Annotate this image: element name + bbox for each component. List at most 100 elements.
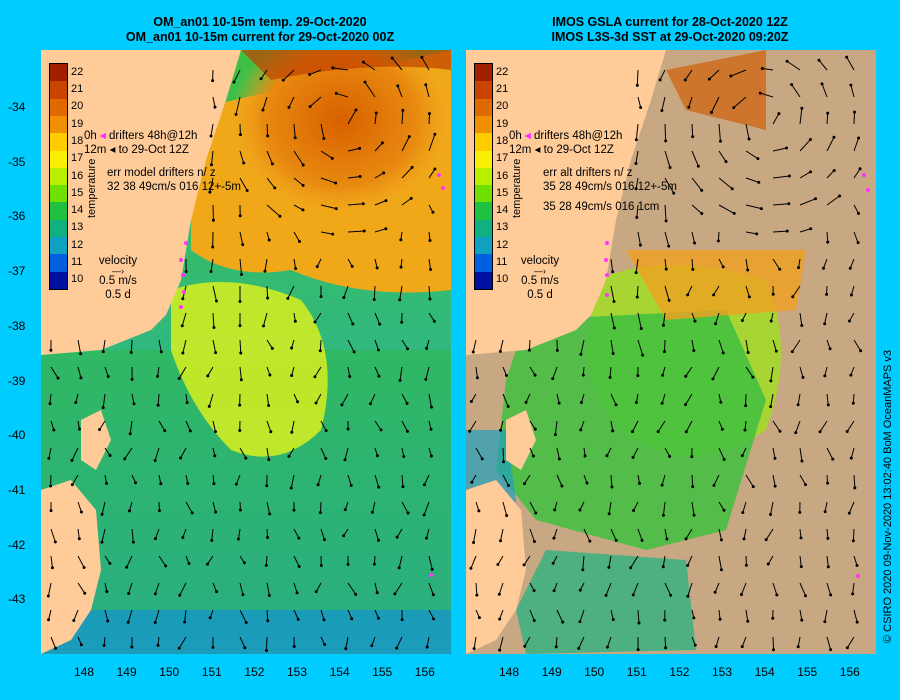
current-arrow	[553, 528, 558, 539]
arrow-head	[658, 78, 662, 82]
arrow-head	[684, 374, 688, 378]
arrow-head	[185, 401, 189, 405]
current-arrow	[266, 150, 273, 165]
arrow-head	[686, 564, 690, 568]
arrow-head	[724, 160, 728, 164]
current-arrow	[398, 555, 403, 569]
arrow-head	[700, 188, 704, 192]
current-arrow	[718, 501, 725, 511]
current-arrow	[473, 528, 477, 543]
land-island-1	[81, 410, 111, 470]
current-arrow	[374, 420, 382, 431]
current-arrow	[659, 69, 666, 81]
arrow-head	[629, 566, 633, 570]
latitude-tick-label: -40	[8, 428, 26, 443]
arrow-head	[611, 617, 615, 621]
current-arrow	[767, 555, 774, 565]
arrow-head	[106, 619, 110, 623]
arrow-head	[384, 227, 388, 231]
current-arrow	[371, 501, 376, 513]
colorbar-tick-label: 14	[496, 204, 509, 217]
arrow-head	[209, 270, 213, 274]
colorbar-swatch	[50, 81, 67, 100]
current-arrow	[691, 177, 703, 191]
current-arrow	[374, 258, 378, 268]
arrow-head	[713, 590, 717, 594]
arrow-head	[638, 481, 642, 485]
arrow-head	[183, 620, 187, 624]
arrow-head	[296, 400, 300, 404]
arrow-head	[243, 646, 247, 650]
arrow-head	[184, 269, 188, 273]
current-arrow	[47, 582, 52, 597]
arrow-head	[522, 563, 526, 567]
current-arrow	[744, 420, 747, 431]
arrow-head	[270, 346, 274, 350]
arrow-head	[832, 135, 836, 139]
current-arrow	[715, 312, 720, 324]
arrow-head	[751, 485, 755, 489]
arrow-head	[855, 564, 859, 568]
arrow-head	[751, 375, 755, 379]
arrow-head	[213, 105, 217, 109]
arrow-head	[430, 567, 434, 571]
current-arrow	[635, 177, 639, 189]
arrow-head	[180, 324, 184, 328]
current-arrow	[792, 285, 801, 298]
current-arrow	[341, 393, 349, 406]
arrow-head	[214, 299, 218, 303]
current-arrow	[852, 528, 855, 541]
arrow-head	[368, 402, 372, 406]
current-arrow	[266, 204, 281, 217]
latitude-tick-label: -37	[8, 264, 26, 279]
arrow-head	[153, 537, 157, 541]
current-arrow	[49, 393, 52, 404]
arrow-head	[848, 319, 852, 323]
arrow-head	[424, 377, 428, 381]
arrow-head	[331, 66, 335, 70]
longitude-tick-label: 148	[74, 665, 95, 679]
current-arrow	[637, 312, 642, 329]
current-arrow	[130, 339, 133, 353]
arrow-head	[498, 648, 502, 652]
current-arrow	[818, 59, 828, 71]
arrow-head	[313, 320, 317, 324]
arrow-head	[533, 427, 537, 431]
arrow-head	[128, 432, 132, 436]
drifters-left	[179, 173, 445, 577]
current-arrow	[314, 312, 322, 323]
current-arrow	[853, 609, 858, 623]
arrow-head	[718, 139, 722, 143]
right-velocity-label: velocity	[520, 255, 560, 267]
current-arrow	[556, 393, 560, 404]
arrow-head	[108, 453, 112, 457]
current-arrow	[715, 636, 720, 647]
current-arrow	[718, 555, 722, 570]
arrow-head	[746, 268, 750, 272]
arrow-head	[156, 374, 160, 378]
arrow-head	[743, 428, 747, 432]
arrow-head	[56, 376, 60, 380]
arrow-head	[668, 166, 672, 170]
current-arrow	[129, 501, 133, 512]
arrow-head	[334, 181, 338, 185]
arrow-head	[721, 351, 725, 355]
current-arrow	[632, 447, 639, 458]
current-arrow	[266, 609, 269, 621]
arrow-head	[800, 106, 804, 110]
arrow-head	[384, 199, 388, 203]
arrow-head	[163, 429, 167, 433]
longitude-tick-label: 153	[287, 665, 308, 679]
current-arrow	[684, 69, 693, 81]
cool-south	[41, 610, 451, 654]
arrow-head	[100, 540, 104, 544]
arrow-head	[790, 350, 794, 354]
current-arrow	[374, 112, 377, 125]
arrow-head	[177, 646, 181, 650]
arrow-head	[427, 112, 431, 116]
arrow-head	[721, 265, 725, 269]
arrow-head	[809, 227, 813, 231]
arrow-head	[301, 183, 305, 187]
arrow-head	[382, 171, 386, 175]
arrow-head	[358, 175, 362, 179]
